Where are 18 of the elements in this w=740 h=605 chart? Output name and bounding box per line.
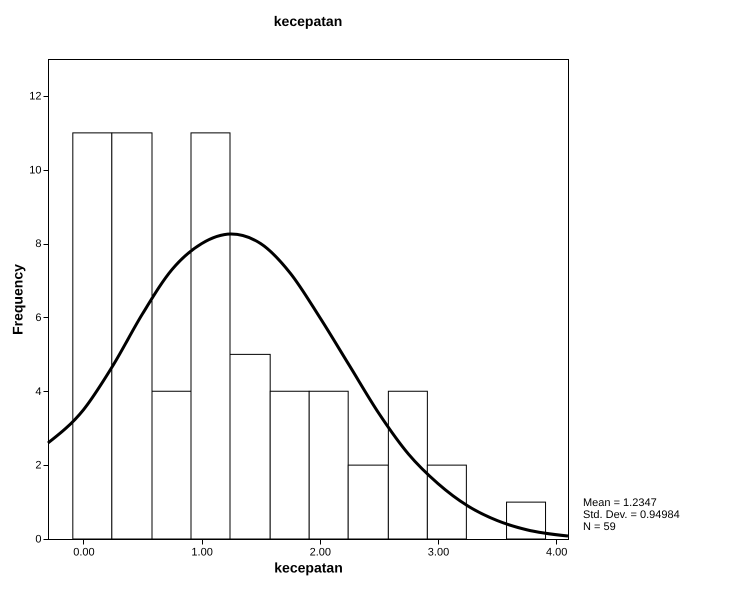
x-tick-label: 0.00 xyxy=(73,546,95,558)
x-tick-label: 4.00 xyxy=(546,546,568,558)
y-tick-label: 0 xyxy=(35,534,42,546)
x-tick-label: 2.00 xyxy=(310,546,332,558)
x-tick-label: 3.00 xyxy=(428,546,450,558)
chart-title: kecepatan xyxy=(274,13,342,29)
text: N = 59 xyxy=(583,521,616,533)
y-tick-label: 10 xyxy=(29,164,42,176)
y-tick-label: 12 xyxy=(29,90,42,102)
y-axis-title: Frequency xyxy=(9,264,26,335)
x-tick-label: 1.00 xyxy=(191,546,213,558)
y-tick-label: 8 xyxy=(35,238,42,250)
y-tick-label: 2 xyxy=(35,460,42,472)
text: Std. Dev. = 0.94984 xyxy=(583,509,680,521)
y-tick-label: 4 xyxy=(35,386,42,398)
y-tick-label: 6 xyxy=(35,312,42,324)
x-axis-title: kecepatan xyxy=(274,560,343,576)
text: Mean = 1.2347 xyxy=(583,497,657,509)
